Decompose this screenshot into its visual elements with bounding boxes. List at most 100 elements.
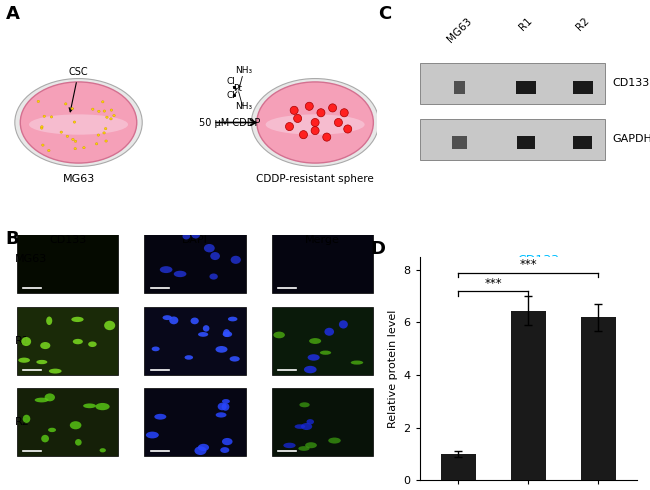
Ellipse shape xyxy=(48,428,56,432)
Ellipse shape xyxy=(257,82,373,163)
Bar xyxy=(517,137,535,149)
Ellipse shape xyxy=(222,403,229,411)
Ellipse shape xyxy=(36,360,47,364)
Text: Cl: Cl xyxy=(227,77,236,86)
Text: NH₃: NH₃ xyxy=(235,102,253,111)
Ellipse shape xyxy=(209,273,218,280)
Ellipse shape xyxy=(306,102,313,110)
Ellipse shape xyxy=(50,116,53,118)
Ellipse shape xyxy=(71,107,73,110)
Text: B: B xyxy=(6,230,20,248)
Bar xyxy=(17,307,118,375)
Ellipse shape xyxy=(198,444,209,451)
Text: CD133: CD133 xyxy=(612,78,649,88)
Ellipse shape xyxy=(70,421,81,429)
Text: Cl: Cl xyxy=(227,91,236,99)
Bar xyxy=(454,81,465,94)
Ellipse shape xyxy=(73,121,76,123)
Bar xyxy=(144,388,246,456)
Bar xyxy=(272,307,373,375)
Ellipse shape xyxy=(344,125,352,133)
Bar xyxy=(272,225,373,293)
Ellipse shape xyxy=(83,147,85,149)
Text: Pt: Pt xyxy=(233,84,242,93)
Bar xyxy=(17,388,118,456)
Ellipse shape xyxy=(151,346,160,351)
Ellipse shape xyxy=(34,397,49,402)
Ellipse shape xyxy=(40,127,43,129)
Ellipse shape xyxy=(218,403,227,410)
Text: MG63: MG63 xyxy=(15,254,47,264)
Ellipse shape xyxy=(222,331,232,337)
Text: GAPDH: GAPDH xyxy=(612,134,650,144)
Ellipse shape xyxy=(300,131,307,139)
Ellipse shape xyxy=(160,266,172,273)
Ellipse shape xyxy=(45,393,55,401)
Ellipse shape xyxy=(204,244,214,252)
Ellipse shape xyxy=(231,256,241,264)
Ellipse shape xyxy=(304,366,317,373)
Text: Merge: Merge xyxy=(305,235,340,245)
Ellipse shape xyxy=(174,270,187,277)
Ellipse shape xyxy=(216,346,228,353)
Ellipse shape xyxy=(74,140,77,143)
Ellipse shape xyxy=(220,447,229,453)
Ellipse shape xyxy=(104,321,115,330)
Ellipse shape xyxy=(110,118,112,120)
Bar xyxy=(272,388,373,456)
Ellipse shape xyxy=(37,100,40,102)
Ellipse shape xyxy=(20,82,136,163)
Ellipse shape xyxy=(298,446,309,451)
Text: CSC: CSC xyxy=(69,67,88,112)
Ellipse shape xyxy=(301,423,312,430)
Ellipse shape xyxy=(229,356,240,362)
Ellipse shape xyxy=(41,435,49,442)
Ellipse shape xyxy=(194,446,207,455)
Ellipse shape xyxy=(216,412,226,417)
Bar xyxy=(144,225,246,293)
Ellipse shape xyxy=(190,318,199,324)
Bar xyxy=(573,137,592,149)
Ellipse shape xyxy=(74,147,77,150)
Text: DAPI: DAPI xyxy=(182,235,208,245)
Ellipse shape xyxy=(351,361,363,365)
Ellipse shape xyxy=(311,126,319,135)
Ellipse shape xyxy=(210,252,220,260)
Ellipse shape xyxy=(228,317,237,321)
Ellipse shape xyxy=(320,350,331,355)
Ellipse shape xyxy=(103,132,105,134)
Ellipse shape xyxy=(99,448,106,452)
Ellipse shape xyxy=(294,424,305,429)
Ellipse shape xyxy=(198,332,208,337)
Ellipse shape xyxy=(146,432,159,439)
Ellipse shape xyxy=(72,317,84,322)
Ellipse shape xyxy=(191,231,200,239)
Ellipse shape xyxy=(15,78,142,167)
Ellipse shape xyxy=(300,402,309,407)
Ellipse shape xyxy=(290,106,298,114)
Bar xyxy=(420,63,605,104)
Text: NH₃: NH₃ xyxy=(235,66,253,75)
Ellipse shape xyxy=(105,127,107,130)
Ellipse shape xyxy=(96,403,110,410)
Ellipse shape xyxy=(283,442,296,448)
Ellipse shape xyxy=(21,337,31,346)
Text: R2: R2 xyxy=(15,417,30,427)
Ellipse shape xyxy=(294,114,302,122)
Ellipse shape xyxy=(285,122,294,131)
Ellipse shape xyxy=(75,439,82,445)
Ellipse shape xyxy=(40,342,50,349)
Text: D: D xyxy=(370,240,385,258)
Ellipse shape xyxy=(101,101,104,103)
Bar xyxy=(516,81,536,94)
Ellipse shape xyxy=(29,114,128,135)
Bar xyxy=(144,307,246,375)
Text: CDDP-resistant sphere: CDDP-resistant sphere xyxy=(256,174,374,184)
Ellipse shape xyxy=(328,438,341,443)
Ellipse shape xyxy=(305,442,317,448)
Ellipse shape xyxy=(252,78,379,167)
Ellipse shape xyxy=(169,317,178,324)
Ellipse shape xyxy=(110,109,112,111)
Ellipse shape xyxy=(105,140,107,142)
Text: R1: R1 xyxy=(15,336,30,345)
